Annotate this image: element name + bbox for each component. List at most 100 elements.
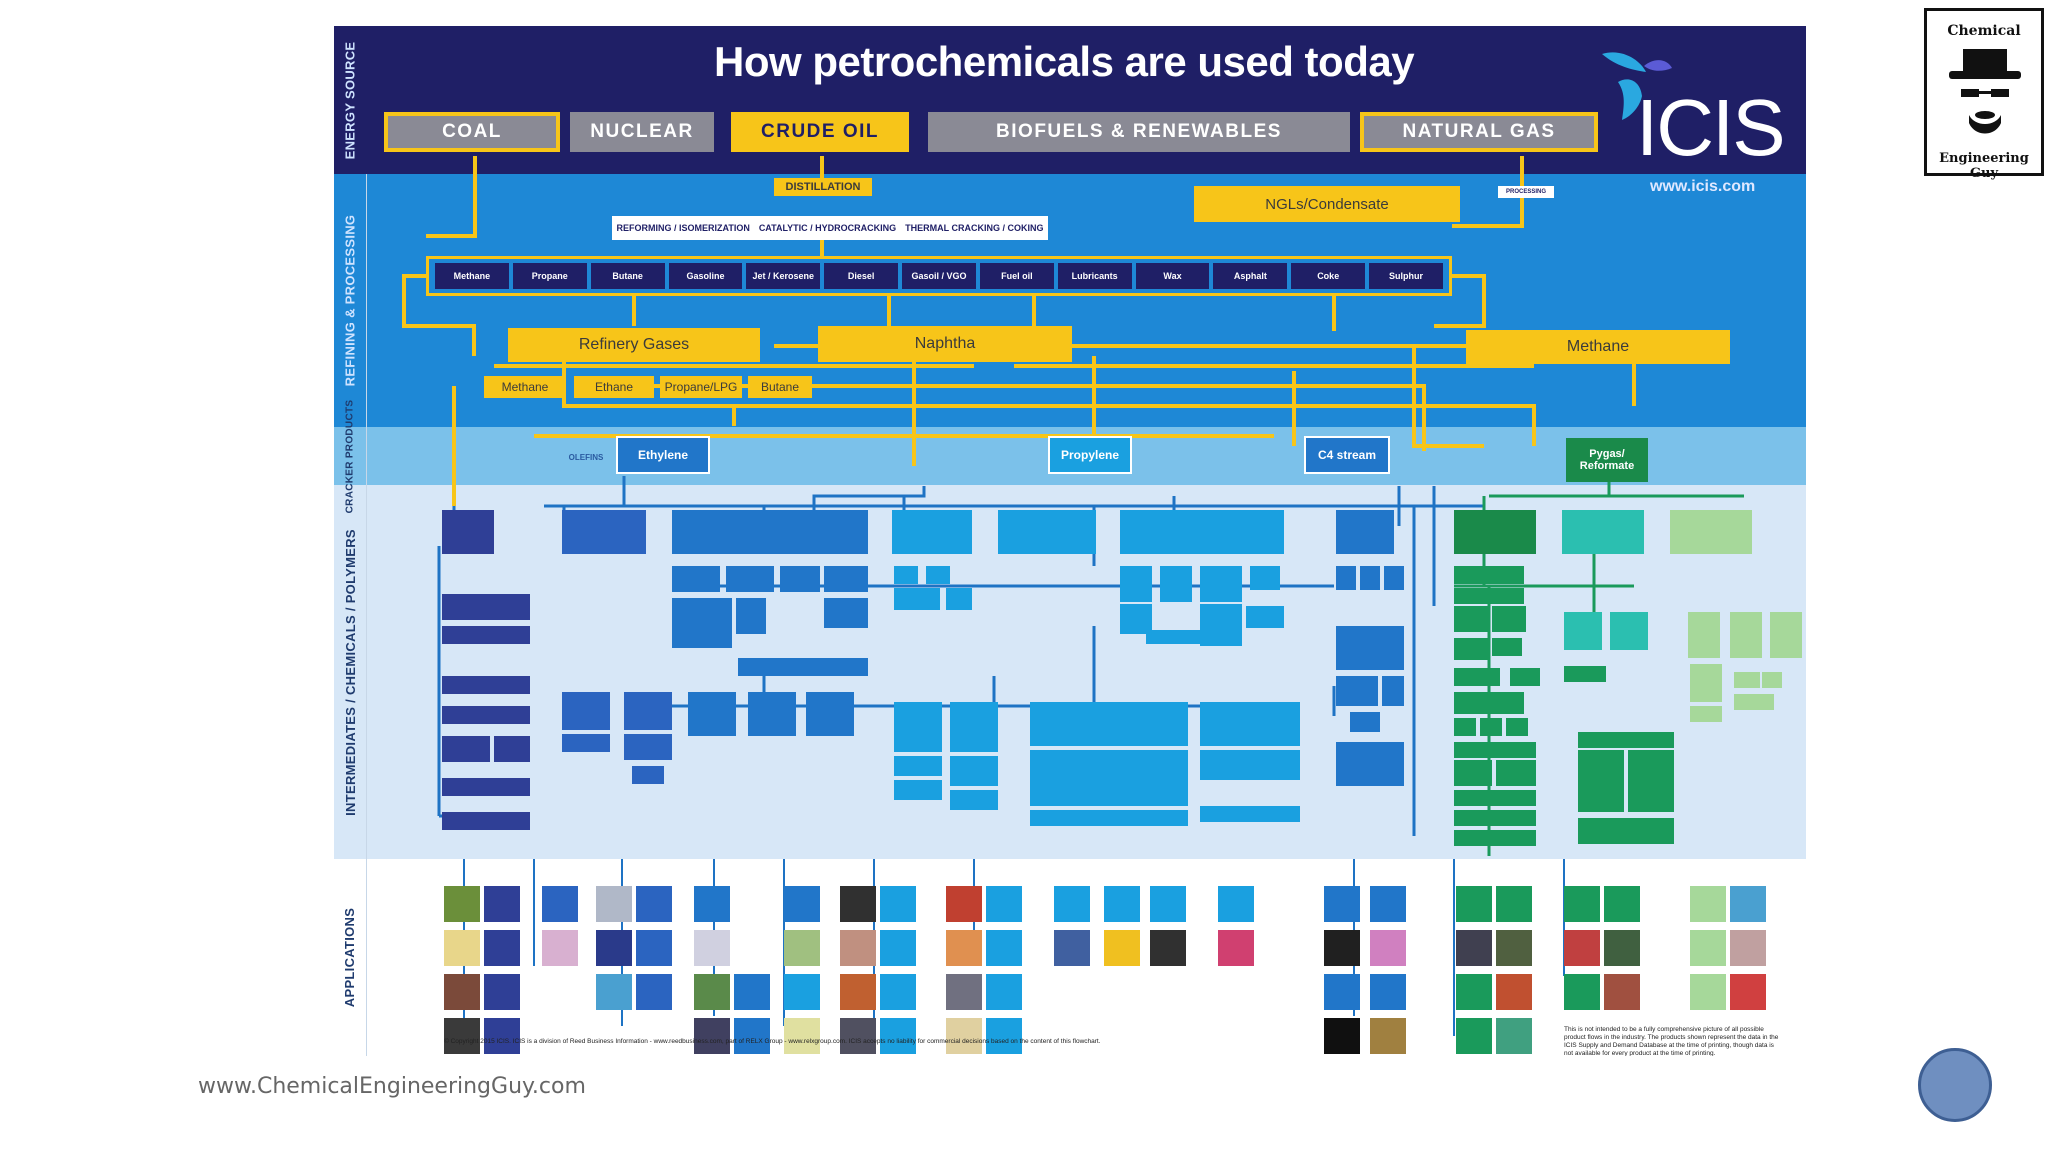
chemical-engineering-guy-logo: Chemical Engineering Guy (1924, 8, 2044, 181)
footer-url[interactable]: www.ChemicalEngineeringGuy.com (198, 1074, 586, 1099)
block-ethylbenzene (562, 692, 610, 730)
block-olefins (442, 778, 530, 796)
app-adhesives (784, 974, 820, 1010)
app-food-image (542, 930, 578, 966)
block-butyraldehyde (1030, 702, 1188, 746)
block-polyols (1250, 566, 1280, 590)
app-detergents-image (596, 974, 632, 1010)
logo-line-1: Chemical (1947, 23, 2021, 39)
block-ethylene-glycol (780, 566, 820, 592)
block-pmma (442, 626, 530, 644)
block-propylene-glycol (1120, 566, 1152, 602)
block-pbt (1454, 718, 1476, 736)
app-food-packaging-g (1456, 1018, 1492, 1054)
block-adipic-acid (1496, 760, 1536, 786)
block-acetone-g (1628, 750, 1674, 812)
block-aniline (1454, 668, 1500, 686)
block-nbr (894, 588, 940, 610)
block-acrylic-acid (950, 702, 998, 752)
app-food-image-g (1496, 1018, 1532, 1054)
app-sports-image (1496, 930, 1532, 966)
process-catalytic: CATALYTIC / HYDROCRACKING (758, 223, 897, 233)
gas-methane: Methane (484, 376, 566, 398)
app-sports-image-2 (1604, 930, 1640, 966)
cracker-ethylene: Ethylene (616, 436, 710, 474)
app-marine (1054, 886, 1090, 922)
cracker-propylene: Propylene (1048, 436, 1132, 474)
block-ethylene-oxide (672, 510, 868, 554)
app-phone-image (1496, 974, 1532, 1010)
app-agro-image (694, 974, 730, 1010)
block-polyester (736, 598, 766, 634)
product-fuel-oil: Fuel oil (979, 263, 1054, 289)
app-wood-products (484, 974, 520, 1010)
product-sulphur: Sulphur (1369, 263, 1443, 289)
block-benzene (1454, 510, 1536, 554)
block-abs (894, 566, 918, 584)
band-divider (366, 174, 367, 1056)
block-metaxylene (1770, 612, 1802, 658)
product-butane: Butane (590, 263, 665, 289)
block-upr (1506, 718, 1528, 736)
app-automotive (880, 886, 916, 922)
block-formaldehyde (442, 706, 530, 724)
block-pvc (632, 766, 664, 784)
processing-label: PROCESSING (1498, 186, 1554, 198)
app-tyres (1324, 974, 1360, 1010)
block-isopropyl-acetate (1200, 750, 1300, 780)
app-automotive-2 (1324, 886, 1360, 922)
block-polyurethanes (1246, 606, 1284, 628)
block-ipa-solvents (1200, 806, 1300, 822)
cracker-c4-stream: C4 stream (1304, 436, 1390, 474)
block-isobutylene (1336, 626, 1404, 670)
block-ethylene-glycol-acetate (824, 598, 868, 628)
naphtha: Naphtha (818, 326, 1072, 362)
block-isopropanol (1200, 702, 1300, 746)
product-asphalt: Asphalt (1213, 263, 1288, 289)
block-bdo (1480, 718, 1502, 736)
copyright-notice: © Copyright 2015 ICIS. ICIS is a divisio… (444, 1038, 1101, 1045)
app-tyres-image-2 (1324, 1018, 1360, 1054)
block-abs-g (1454, 606, 1488, 632)
app-electrical-goods (1456, 974, 1492, 1010)
block-resins (494, 736, 530, 762)
block-acrylonitrile (892, 510, 972, 554)
icis-url: www.icis.com (1650, 178, 1756, 195)
app-pipes-image (596, 930, 632, 966)
block-polyethylene (562, 510, 646, 554)
block-polyesters (1734, 694, 1774, 710)
app-film-image (1104, 930, 1140, 966)
block-butadiene (1336, 510, 1394, 554)
block-superabsorbents (950, 790, 998, 810)
app-antifreeze (734, 1018, 770, 1054)
app-paper (1370, 974, 1406, 1010)
ngls-condensate: NGLs/Condensate (1194, 186, 1460, 222)
block-oxo-alcohols (1030, 750, 1188, 806)
heisenberg-icon (1949, 49, 2021, 134)
block-toluene-diisocyanate (1564, 612, 1602, 650)
gas-propane-lpg: Propane/LPG (660, 376, 742, 398)
block-toluene-solvents (1610, 612, 1648, 650)
block-cumene (894, 702, 942, 752)
app-film-sheets (1104, 886, 1140, 922)
distillation-label: DISTILLATION (774, 178, 872, 196)
app-tyres-image (1324, 930, 1360, 966)
app-textiles-image (946, 886, 982, 922)
block-ethanolamines (672, 566, 720, 592)
app-textiles (986, 886, 1022, 922)
app-food-packaging (542, 886, 578, 922)
block-cyclohexane (1454, 742, 1536, 758)
app-electrical-image (946, 930, 982, 966)
app-optical-image (1456, 930, 1492, 966)
app-cables-image (1730, 974, 1766, 1010)
olefins-label: OLEFINS (568, 452, 604, 462)
app-marine-image (1054, 930, 1090, 966)
app-adhesives-image (784, 1018, 820, 1054)
block-etbe (748, 692, 796, 736)
block-glycol-ethers-2 (824, 566, 868, 592)
app-sports-equipment-2 (1604, 886, 1640, 922)
block-propylene-glycol-2 (1160, 566, 1192, 602)
block-mtbe (442, 812, 530, 830)
app-paints-image-2 (1150, 930, 1186, 966)
slide-nav-button[interactable] (1918, 1048, 1992, 1122)
